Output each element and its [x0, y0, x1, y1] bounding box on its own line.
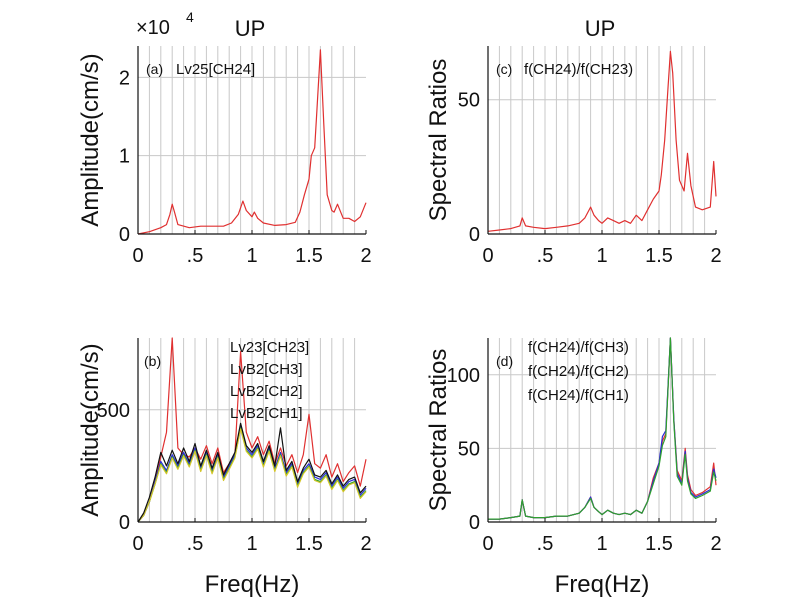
- series-line-b-4: [137, 422, 367, 523]
- y-tick-label: 50: [458, 90, 480, 112]
- x-tick-label: 1: [246, 245, 257, 267]
- panel-label: (b): [144, 353, 161, 369]
- series-line-b-1: [137, 424, 367, 523]
- x-tick-label: 0: [132, 245, 143, 267]
- y-tick-label: 100: [447, 365, 480, 387]
- panel-c: 0 .5 1 1.5 2 0 50 Spectral Ratios (c) f(CH24)/f(C…: [425, 46, 722, 267]
- series-line-d-2: [488, 337, 717, 520]
- x-tick-label: 0: [132, 533, 143, 555]
- title-right: UP: [585, 16, 616, 41]
- legend-entry: f(CH24)/f(CH1): [528, 387, 629, 404]
- x-tick-label: 1.5: [645, 533, 673, 555]
- legend-entry: LvB2[CH3]: [230, 361, 303, 378]
- x-axis-label: Freq(Hz): [555, 571, 650, 598]
- x-tick-label: 1.5: [295, 533, 323, 555]
- panel-label: (d): [496, 353, 513, 369]
- legend-entry: f(CH24)/f(CH23): [524, 61, 633, 78]
- y-tick-label: 0: [119, 224, 130, 246]
- y-tick-label: 2: [119, 67, 130, 89]
- x-tick-label: 1.5: [645, 245, 673, 267]
- legend-entry: Lv25[CH24]: [176, 61, 255, 78]
- x-tick-label: 1: [246, 533, 257, 555]
- y-axis-label: Spectral Ratios: [425, 59, 452, 222]
- series-line-b-3: [137, 428, 367, 523]
- y-tick-label: 1: [119, 146, 130, 168]
- x-tick-label: .5: [537, 533, 554, 555]
- exponent-label: ×10: [136, 17, 170, 39]
- x-tick-label: 1: [596, 533, 607, 555]
- series-line-a-0: [137, 49, 367, 235]
- x-tick-label: 1.5: [295, 245, 323, 267]
- legend-entry: LvB2[CH1]: [230, 405, 303, 422]
- x-tick-label: .5: [537, 245, 554, 267]
- x-tick-label: .5: [187, 533, 204, 555]
- legend-entry: LvB2[CH2]: [230, 383, 303, 400]
- x-tick-label: .5: [187, 245, 204, 267]
- x-axis-label: Freq(Hz): [205, 571, 300, 598]
- x-tick-label: 1: [596, 245, 607, 267]
- panel-label: (a): [146, 61, 163, 77]
- y-tick-label: 0: [469, 512, 480, 534]
- x-tick-label: 2: [710, 245, 721, 267]
- y-tick-label: 50: [458, 438, 480, 460]
- legend-entry: f(CH24)/f(CH3): [528, 339, 629, 356]
- x-tick-label: 2: [360, 245, 371, 267]
- x-tick-label: 2: [360, 533, 371, 555]
- y-tick-label: 0: [119, 512, 130, 534]
- legend-entry: Lv23[CH23]: [230, 339, 309, 356]
- y-axis-label: Amplitude(cm/s): [77, 343, 104, 516]
- legend-entry: f(CH24)/f(CH2): [528, 363, 629, 380]
- y-tick-label: 0: [469, 224, 480, 246]
- y-tick-label: 500: [97, 400, 130, 422]
- series-line-b-0: [137, 337, 367, 523]
- panel-label: (c): [496, 61, 512, 77]
- x-tick-label: 2: [710, 533, 721, 555]
- series-line-c-0: [487, 50, 717, 232]
- y-axis-label: Spectral Ratios: [425, 349, 452, 512]
- x-tick-label: 0: [482, 245, 493, 267]
- panel-a: 0 .5 1 1.5 2 0 1 2 Amplitude(cm/s) ×10 4 (a) Lv25[CH…: [77, 9, 372, 267]
- y-axis-label: Amplitude(cm/s): [77, 53, 104, 226]
- exponent-power: 4: [186, 9, 194, 25]
- x-tick-label: 0: [482, 533, 493, 555]
- title-left: UP: [235, 16, 266, 41]
